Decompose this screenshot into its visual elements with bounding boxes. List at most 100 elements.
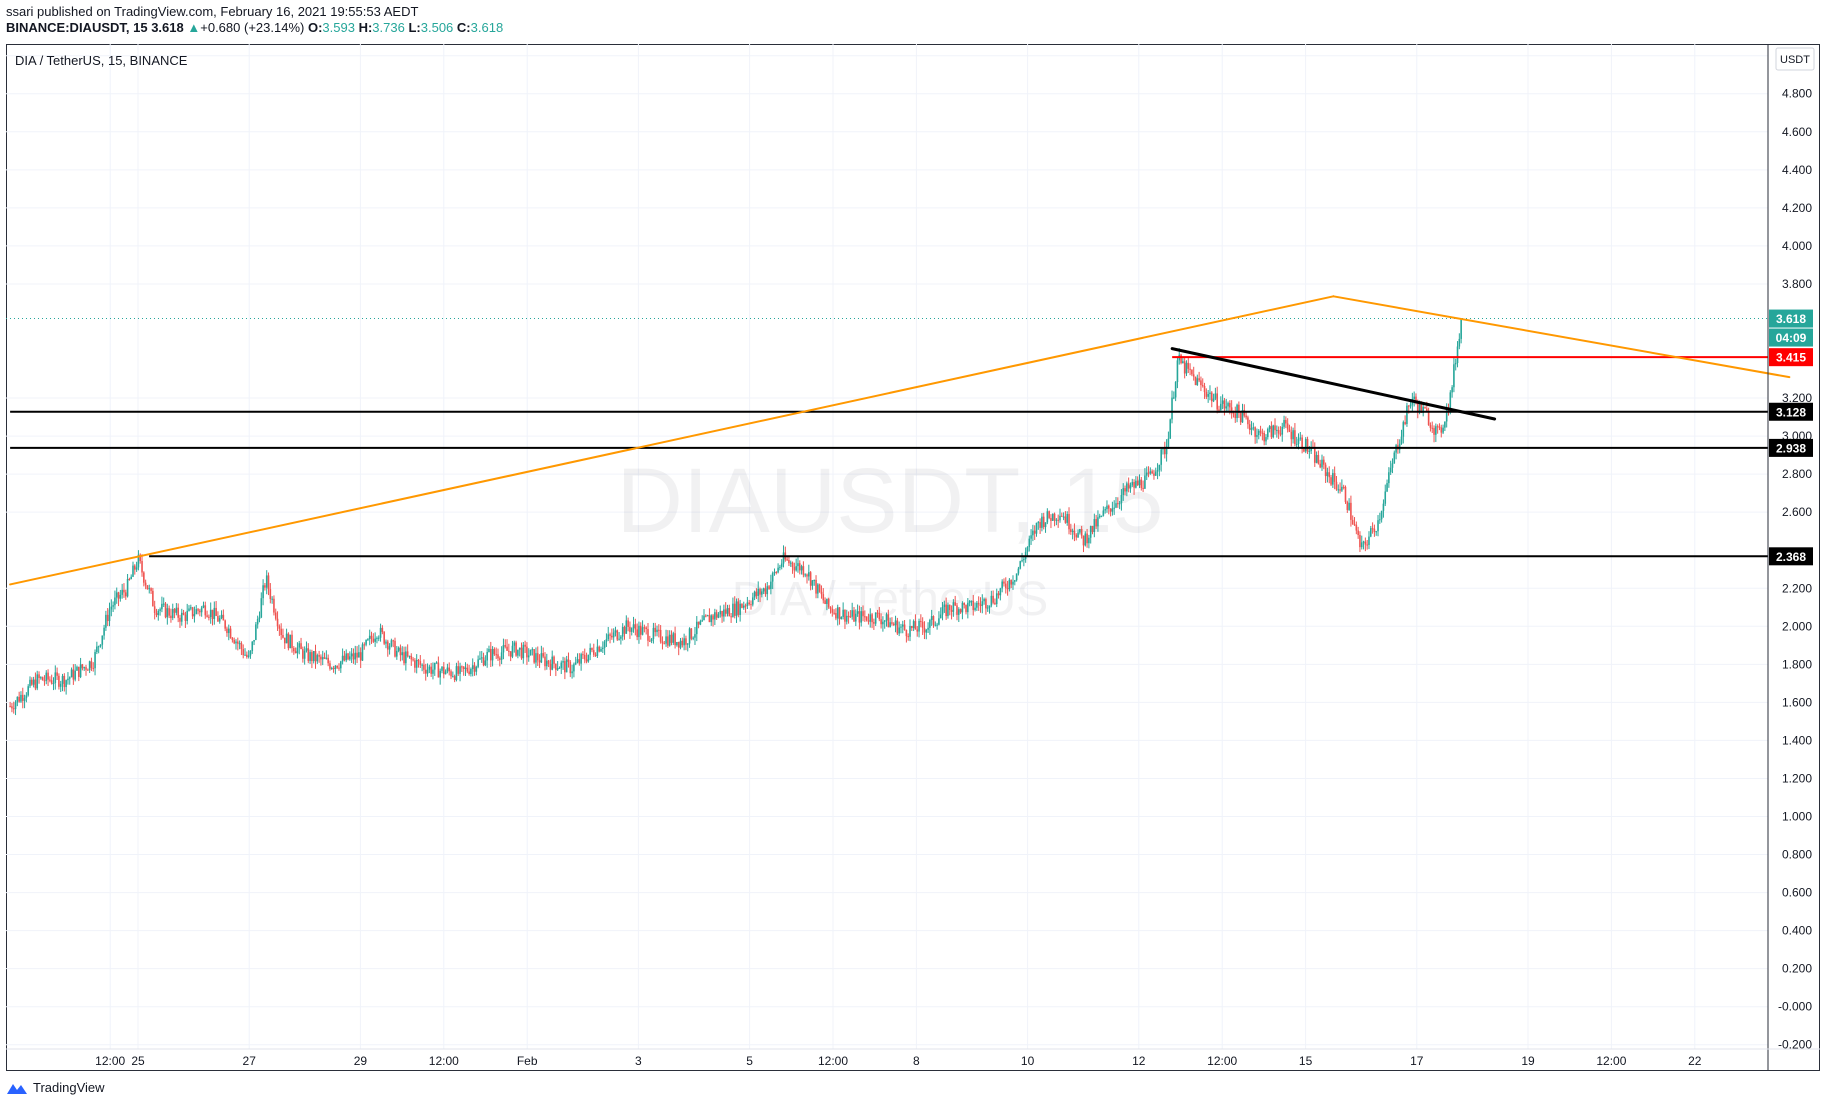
candle-body <box>367 639 369 641</box>
candle-body <box>708 615 711 623</box>
candle-body <box>1059 515 1061 521</box>
candle-body <box>162 603 165 605</box>
candle-body <box>744 605 747 607</box>
candle-body <box>1051 513 1054 521</box>
candle-body <box>314 651 317 662</box>
time-tick-label: 12:00 <box>818 1054 848 1068</box>
candle-body <box>533 649 535 663</box>
candle-body <box>1357 530 1359 536</box>
candle-body <box>1234 413 1237 419</box>
candle-body <box>621 626 624 637</box>
candle-body <box>1248 424 1251 430</box>
candle-body <box>806 574 808 577</box>
candle-body <box>849 616 852 618</box>
candle-body <box>558 667 561 669</box>
close-value: 3.618 <box>470 20 504 35</box>
candle-body <box>751 597 754 605</box>
candle-body <box>144 582 147 586</box>
candle-body <box>204 605 207 616</box>
candle-body <box>770 581 772 589</box>
candle-body <box>246 654 248 657</box>
candle-body <box>1163 448 1166 455</box>
candle-body <box>1008 579 1011 590</box>
candle-body <box>54 672 57 684</box>
candle-body <box>1142 487 1144 489</box>
time-axis: 12:00 25 27 29 12:00 Feb 3 5 12:00 8 10 12 12:00 15 17… <box>95 1054 1702 1068</box>
symbol-ohlc-line: BINANCE:DIAUSDT, 15 3.618 ▲+0.680 (+23.1… <box>6 20 503 35</box>
candle-body <box>143 572 145 583</box>
candle-body <box>379 627 382 638</box>
candle-body <box>1348 502 1350 510</box>
candle-body <box>1402 422 1405 437</box>
candle-body <box>746 602 749 606</box>
candle-body <box>611 635 613 638</box>
last-price-badge-bg <box>1769 309 1813 328</box>
candle-body <box>479 658 481 660</box>
candle-body <box>634 624 637 630</box>
candle-body <box>1384 491 1387 504</box>
candle-body <box>182 612 185 615</box>
candle-body <box>14 702 17 710</box>
candle-body <box>217 615 219 622</box>
candle-body <box>891 622 893 624</box>
currency-button[interactable]: USDT <box>1775 47 1815 71</box>
candle-body <box>1093 519 1096 532</box>
candle-body <box>300 643 302 650</box>
candle-body <box>1277 429 1280 434</box>
candle-body <box>1026 547 1029 552</box>
candle-body <box>616 630 619 640</box>
candle-body <box>240 643 243 650</box>
candle-body <box>1019 561 1022 569</box>
price-tick-label: 1.000 <box>1782 810 1812 824</box>
candle-body <box>52 683 55 685</box>
candle-body <box>381 627 384 632</box>
candle-body <box>1071 530 1074 532</box>
candle-body <box>1109 508 1112 512</box>
candle-body <box>1140 479 1143 488</box>
candle-body <box>262 585 264 599</box>
candle-body <box>1373 528 1376 532</box>
trend-line-black-descending <box>1170 347 1497 421</box>
candle-body <box>508 650 510 652</box>
candle-body <box>231 638 234 641</box>
low-value: 3.506 <box>420 20 454 35</box>
candle-body <box>47 672 49 680</box>
candle-body <box>213 607 216 620</box>
candle-body <box>1050 517 1052 521</box>
candle-body <box>1004 583 1007 589</box>
candle-body <box>305 648 308 651</box>
candle-body <box>1266 429 1269 438</box>
candle-body <box>1324 464 1327 477</box>
candle-body <box>826 598 828 604</box>
candle-body <box>388 646 391 650</box>
candle-body <box>735 601 738 616</box>
candle-body <box>1003 581 1005 584</box>
price-tick-label: 1.800 <box>1782 657 1812 671</box>
close-label: C: <box>456 20 471 35</box>
candle-body <box>952 602 955 612</box>
candle-body <box>1183 361 1186 374</box>
candle-body <box>148 588 151 590</box>
candle-body <box>441 666 443 671</box>
candle-body <box>788 560 790 564</box>
candle-body <box>455 666 458 681</box>
candle-body <box>1261 432 1264 434</box>
footer-brand[interactable]: TradingView <box>6 1080 105 1095</box>
trend-line-orange-falling <box>1332 295 1791 379</box>
candle-body <box>1113 507 1115 509</box>
candle-body <box>208 616 210 618</box>
candle-body <box>401 652 404 656</box>
candle-body <box>545 660 548 667</box>
candle-body <box>847 615 850 617</box>
candle-body <box>334 665 337 670</box>
candle-body <box>871 614 873 623</box>
candle-body <box>1189 368 1191 370</box>
candle-body <box>108 609 111 622</box>
candle-body <box>721 610 723 617</box>
candle-body <box>930 616 933 621</box>
candle-body <box>1415 396 1417 404</box>
candle-body <box>818 584 821 592</box>
candle-body <box>291 634 293 649</box>
candle-body <box>945 604 947 617</box>
